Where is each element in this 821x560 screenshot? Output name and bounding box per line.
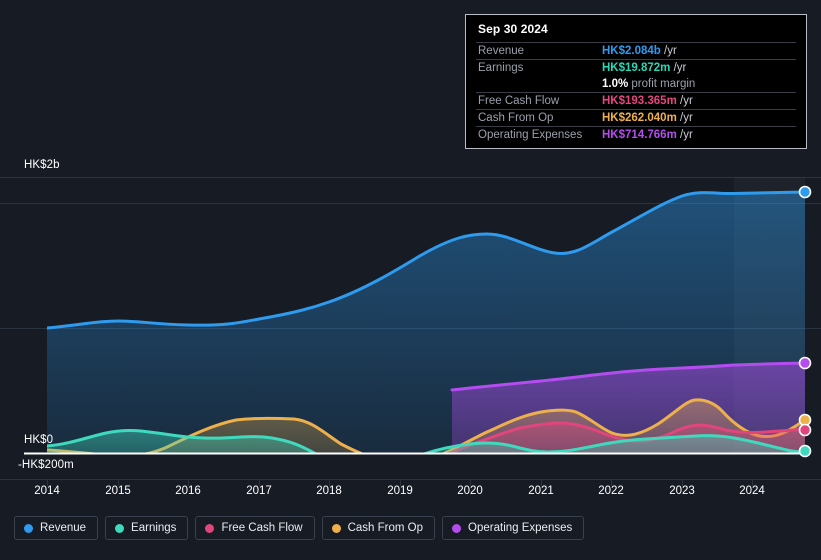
- earnings-line: [47, 428, 805, 453]
- tooltip-row-cash-from-op: Cash From Op HK$262.040m /yr: [476, 109, 796, 127]
- tooltip-amount-operating-expenses: HK$714.766m: [602, 129, 677, 141]
- operating-expenses-line: [450, 361, 805, 392]
- legend-dot-earnings-icon: [115, 523, 125, 533]
- tooltip-value-cash-from-op: HK$262.040m /yr: [600, 109, 796, 127]
- tooltip-amount-cash-from-op: HK$262.040m: [602, 112, 677, 124]
- revenue-endpoint-marker: [798, 185, 812, 199]
- tooltip-key-revenue: Revenue: [476, 42, 600, 60]
- tooltip-row-profit-margin: 1.0% profit margin: [476, 76, 796, 93]
- legend-dot-free-cash-flow-icon: [205, 523, 215, 533]
- x-axis-label-2015: 2015: [105, 485, 131, 497]
- y-axis-label-0: HK$0: [24, 434, 54, 446]
- chart-svg: [0, 177, 821, 486]
- cash-from-op-line: [47, 398, 805, 453]
- x-axis-label-2022: 2022: [598, 485, 624, 497]
- x-axis-label-2016: 2016: [175, 485, 201, 497]
- x-axis-label-2019: 2019: [387, 485, 413, 497]
- x-axis-label-2018: 2018: [316, 485, 342, 497]
- free-cash-flow-endpoint-marker: [798, 423, 812, 437]
- x-axis-label-2021: 2021: [528, 485, 554, 497]
- tooltip-unit-earnings: /yr: [670, 62, 687, 74]
- tooltip-unit-free-cash-flow: /yr: [676, 95, 693, 107]
- x-axis-label-2024: 2024: [739, 485, 765, 497]
- tooltip-amount-free-cash-flow: HK$193.365m: [602, 95, 677, 107]
- tooltip-key-cash-from-op: Cash From Op: [476, 109, 600, 127]
- legend-item-revenue[interactable]: Revenue: [14, 516, 99, 540]
- legend-item-cash-from-op[interactable]: Cash From Op: [321, 516, 436, 540]
- tooltip-key-earnings: Earnings: [476, 59, 600, 76]
- tooltip-key-operating-expenses: Operating Expenses: [476, 126, 600, 143]
- tooltip-value-revenue: HK$2.084b /yr: [600, 42, 796, 60]
- x-axis-ticks: [47, 479, 753, 486]
- legend-item-free-cash-flow[interactable]: Free Cash Flow: [195, 516, 315, 540]
- tooltip-row-revenue: Revenue HK$2.084b /yr: [476, 42, 796, 60]
- legend-dot-revenue-icon: [24, 523, 33, 533]
- tooltip-unit-cash-from-op: /yr: [676, 112, 693, 124]
- legend-label-cash-from-op: Cash From Op: [347, 522, 424, 534]
- tooltip-row-earnings: Earnings HK$19.872m /yr: [476, 59, 796, 76]
- y-axis-label-neg200m: -HK$200m: [18, 459, 74, 471]
- legend-dot-cash-from-op-icon: [331, 523, 341, 533]
- x-axis-label-2014: 2014: [34, 485, 60, 497]
- legend-label-earnings: Earnings: [131, 522, 177, 534]
- tooltip-value-profit-margin: 1.0% profit margin: [600, 76, 796, 93]
- tooltip-table: Revenue HK$2.084b /yr Earnings HK$19.872…: [476, 42, 796, 143]
- chart-legend: Revenue Earnings Free Cash Flow Cash Fro…: [14, 516, 585, 540]
- x-axis-label-2023: 2023: [669, 485, 695, 497]
- x-axis-label-2020: 2020: [457, 485, 483, 497]
- revenue-line: [47, 190, 805, 330]
- tooltip-key-free-cash-flow: Free Cash Flow: [476, 92, 600, 110]
- tooltip-unit-revenue: /yr: [660, 45, 677, 57]
- tooltip-date: Sep 30 2024: [478, 22, 548, 36]
- operating-expenses-endpoint-marker: [798, 356, 812, 370]
- tooltip-amount-profit-margin: 1.0%: [602, 78, 629, 90]
- earnings-area: [47, 430, 805, 453]
- tooltip-value-earnings: HK$19.872m /yr: [600, 59, 796, 76]
- legend-label-operating-expenses: Operating Expenses: [468, 522, 573, 534]
- tooltip-value-free-cash-flow: HK$193.365m /yr: [600, 92, 796, 110]
- tooltip-key-profit-margin: [476, 76, 600, 93]
- legend-item-earnings[interactable]: Earnings: [105, 516, 189, 540]
- tooltip-row-operating-expenses: Operating Expenses HK$714.766m /yr: [476, 126, 796, 143]
- series-endpoint-markers: [798, 185, 812, 458]
- legend-label-revenue: Revenue: [40, 522, 87, 534]
- y-axis-label-2b: HK$2b: [24, 159, 60, 171]
- data-tooltip-panel: Sep 30 2024 Revenue HK$2.084b /yr Earnin…: [465, 14, 807, 149]
- legend-item-operating-expenses[interactable]: Operating Expenses: [442, 516, 585, 540]
- x-axis-label-2017: 2017: [246, 485, 272, 497]
- tooltip-value-operating-expenses: HK$714.766m /yr: [600, 126, 796, 143]
- tooltip-row-free-cash-flow: Free Cash Flow HK$193.365m /yr: [476, 92, 796, 110]
- tooltip-amount-earnings: HK$19.872m: [602, 62, 671, 74]
- legend-label-free-cash-flow: Free Cash Flow: [221, 522, 303, 534]
- tooltip-unit-profit-margin: profit margin: [628, 78, 696, 90]
- chart-plot-area: HK$2b HK$0 -HK$200m 2014 2015 2016 2017 …: [0, 159, 821, 497]
- earnings-endpoint-marker: [798, 444, 812, 458]
- legend-dot-operating-expenses-icon: [452, 523, 462, 533]
- tooltip-amount-revenue: HK$2.084b: [602, 45, 661, 57]
- tooltip-unit-operating-expenses: /yr: [676, 129, 693, 141]
